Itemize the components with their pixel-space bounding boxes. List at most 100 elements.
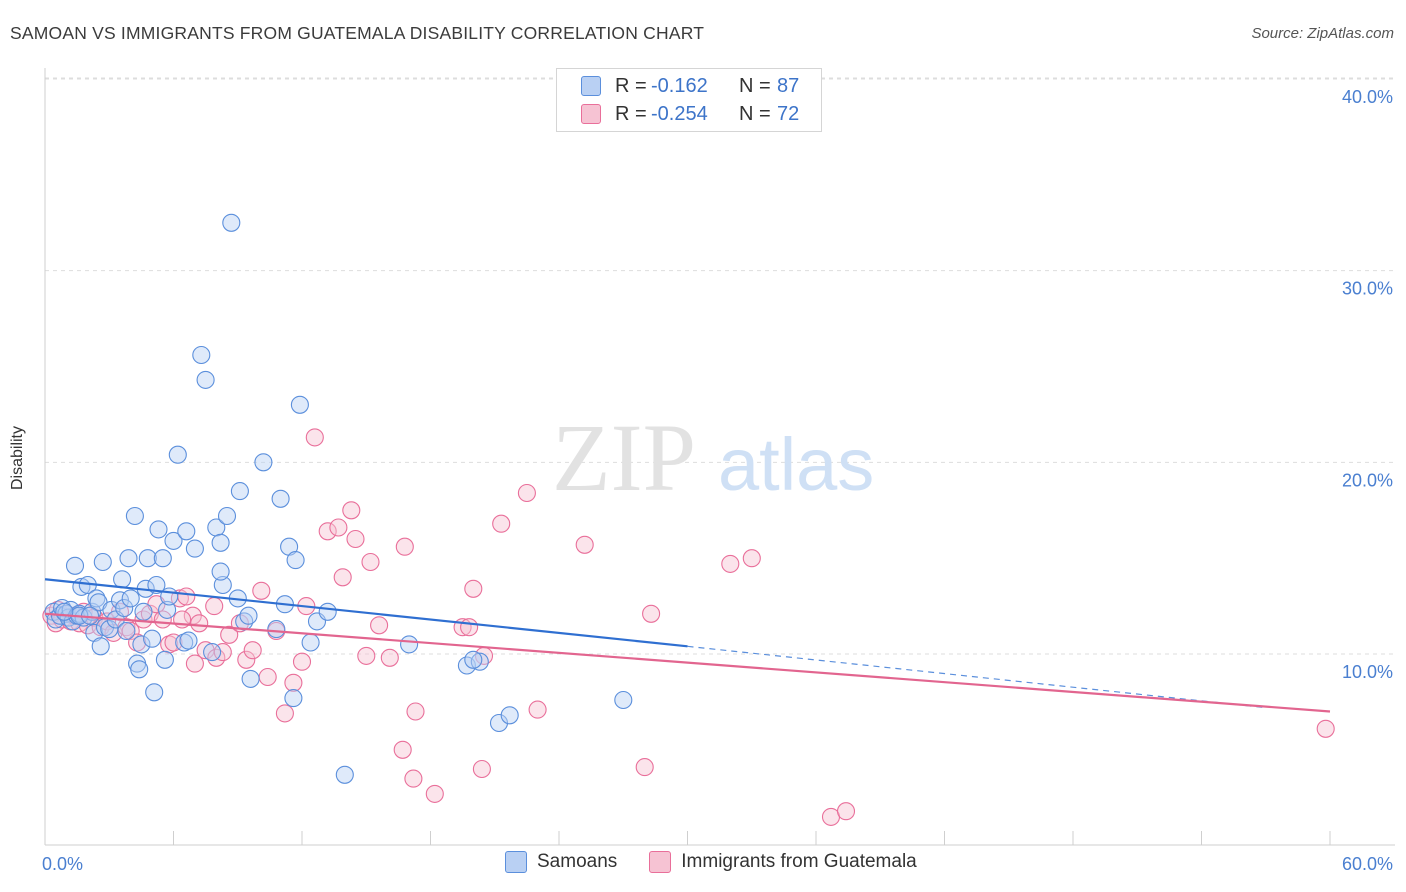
tick-labels: 10.0% 20.0% 30.0% 40.0% 0.0% 60.0% [42, 87, 1393, 874]
guatemala-point-65 [517, 483, 536, 503]
guatemala-point-59 [425, 784, 444, 803]
samoans-point-80 [464, 650, 483, 669]
legend-r-label: R = [615, 102, 647, 125]
guatemala-point-42 [284, 673, 303, 692]
guatemala-point-53 [370, 616, 389, 635]
y-tick-label: 40.0% [1342, 87, 1393, 107]
legend-label-guatemala: Immigrants from Guatemala [681, 851, 917, 872]
guatemala-point-16 [121, 621, 140, 641]
samoans-point-59 [222, 213, 241, 232]
samoans-point-40 [149, 520, 168, 539]
watermark: ZIP atlas [552, 404, 874, 511]
guatemala-point-28 [185, 654, 204, 673]
guatemala-point-33 [213, 643, 232, 662]
guatemala-point-55 [395, 537, 414, 556]
guatemala-point-67 [575, 535, 594, 554]
guatemala-point-57 [404, 769, 423, 788]
trend-lines [44, 578, 1331, 713]
samoans-point-37 [143, 629, 162, 648]
guatemala-point-61 [460, 618, 479, 637]
guatemala-point-52 [361, 552, 380, 572]
samoans-point-36 [138, 549, 157, 568]
guatemala-point-70 [721, 554, 740, 573]
legend-r-label: R = [615, 74, 647, 97]
guatemala-point-48 [333, 568, 352, 587]
legend-swatch-blue [581, 76, 601, 96]
legend-r-value: -0.162 [651, 74, 708, 97]
samoans-point-61 [230, 482, 249, 501]
legend-item-guatemala[interactable]: Immigrants from Guatemala [649, 851, 917, 873]
legend-label-samoans: Samoans [537, 851, 618, 872]
samoans-point-8 [65, 556, 85, 575]
guatemala-point-38 [252, 581, 271, 600]
samoans-point-79 [470, 652, 489, 671]
guatemala-point-46 [318, 522, 337, 541]
samoans-point-58 [211, 562, 230, 581]
samoans-point-46 [168, 445, 187, 464]
samoans-point-38 [145, 683, 164, 702]
guatemala-point-36 [237, 650, 256, 669]
y-tick-label: 30.0% [1342, 279, 1393, 299]
samoans-point-83 [614, 690, 633, 710]
samoans-point-82 [500, 706, 519, 725]
samoans-point-41 [153, 549, 172, 568]
guatemala-point-45 [305, 428, 324, 447]
legend-item-samoans[interactable]: Samoans [505, 851, 617, 873]
legend-swatch-pink [649, 851, 672, 873]
samoans-point-33 [132, 635, 151, 654]
guatemala-point-71 [742, 549, 761, 568]
samoans-point-75 [318, 602, 337, 621]
guatemala-point-75 [464, 579, 483, 598]
samoans-point-25 [113, 570, 132, 589]
samoans-point-53 [203, 643, 222, 662]
samoans-point-70 [284, 689, 303, 708]
guatemala-point-73 [836, 802, 856, 821]
samoans-point-34 [134, 602, 153, 621]
samoans-point-76 [335, 765, 354, 784]
samoans-point-45 [164, 531, 183, 550]
samoans-point-65 [254, 453, 273, 472]
guatemala-point-66 [528, 700, 547, 719]
guatemala-point-47 [329, 518, 348, 537]
legend-row-samoans: R = -0.162 N = 87 [581, 73, 799, 99]
samoans-point-67 [271, 489, 290, 508]
guatemala-point-29 [190, 614, 209, 633]
legend-row-guatemala: R = -0.254 N = 72 [581, 101, 799, 127]
samoans-point-64 [241, 669, 260, 688]
guatemala-point-49 [342, 501, 361, 520]
samoans-point-63 [239, 606, 258, 625]
stats-legend: R = -0.162 N = 87 R = -0.254 N = 72 [556, 68, 822, 132]
samoans-point-85 [55, 602, 74, 621]
legend-n-value: 87 [777, 74, 800, 97]
guatemala-point-31 [205, 597, 224, 616]
samoans-point-57 [217, 506, 237, 526]
source-label: Source: ZipAtlas.com [1251, 25, 1394, 42]
legend-n-label: N = [739, 102, 771, 125]
samoans-point-77 [400, 635, 419, 654]
guatemala-point-58 [406, 702, 425, 721]
legend-swatch-pink [581, 104, 601, 124]
watermark-zip: ZIP [552, 404, 696, 511]
guatemala-point-54 [380, 648, 399, 667]
samoans-point-19 [93, 552, 112, 572]
samoans-point-73 [301, 633, 320, 652]
samoans-point-42 [155, 650, 174, 669]
samoans-point-43 [158, 600, 177, 619]
samoans-point-56 [213, 575, 232, 595]
samoans-point-66 [267, 620, 286, 639]
x-tick-label-min: 0.0% [42, 854, 83, 874]
legend-n-value: 72 [777, 102, 800, 125]
samoans-point-51 [192, 345, 211, 365]
samoans-trend-extension [687, 645, 1266, 709]
chart-title: SAMOAN VS IMMIGRANTS FROM GUATEMALA DISA… [10, 23, 705, 43]
samoans-point-32 [130, 660, 149, 679]
samoans-point-27 [117, 621, 136, 641]
samoans-point-48 [177, 522, 196, 541]
samoans-point-18 [91, 637, 110, 656]
guatemala-point-72 [821, 807, 841, 826]
samoans-point-39 [147, 575, 166, 595]
grid-lines [45, 77, 1395, 655]
guatemala-trend-line [44, 612, 1331, 713]
samoans-point-55 [211, 533, 230, 552]
